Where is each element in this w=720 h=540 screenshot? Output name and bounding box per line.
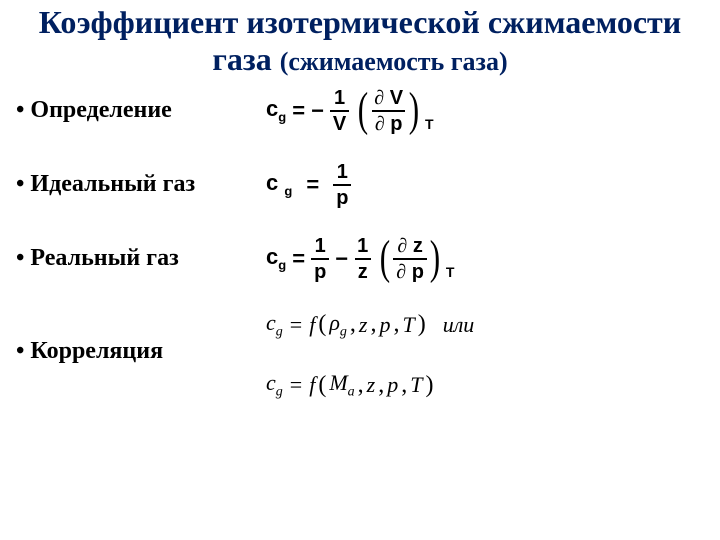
row-correlation: Корреляция cg = f ( ρg , z , p , T ) или <box>10 310 710 401</box>
bullet-correlation: Корреляция <box>10 338 266 365</box>
bullet-ideal: Идеальный газ <box>10 171 266 198</box>
formula-correlation: cg = f ( ρg , z , p , T ) или cg = <box>266 310 710 401</box>
slide: Коэффициент изотермической сжимаемости г… <box>0 0 720 540</box>
formula-ideal: c g = 1 p <box>266 162 710 208</box>
sym-cg: cg <box>266 96 286 124</box>
frac-1-over-V: 1 V <box>330 88 349 134</box>
text-ili: или <box>443 312 475 338</box>
paren-dVdp: ( ∂ V ∂ p ) <box>355 88 422 134</box>
formula-definition: cg = − 1 V ( ∂ V ∂ p ) T <box>266 88 710 134</box>
title-sub: (сжимаемость газа) <box>280 47 508 76</box>
bullet-definition: Определение <box>10 97 266 124</box>
bullet-real: Реальный газ <box>10 245 266 272</box>
formula-real: cg = 1 p − 1 z ( ∂ z ∂ p ) <box>266 236 710 282</box>
row-real: Реальный газ cg = 1 p − 1 z ( ∂ z <box>10 236 710 282</box>
paren-dzdp: ( ∂ z ∂ p ) <box>377 236 443 282</box>
corr-line-2: cg = f ( Ma , z , p , T ) <box>266 370 710 400</box>
row-ideal: Идеальный газ c g = 1 p <box>10 162 710 208</box>
frac-1-over-p: 1 p <box>333 162 351 208</box>
slide-title: Коэффициент изотермической сжимаемости г… <box>10 4 710 78</box>
row-definition: Определение cg = − 1 V ( ∂ V ∂ p ) <box>10 88 710 134</box>
corr-line-1: cg = f ( ρg , z , p , T ) или <box>266 310 710 340</box>
